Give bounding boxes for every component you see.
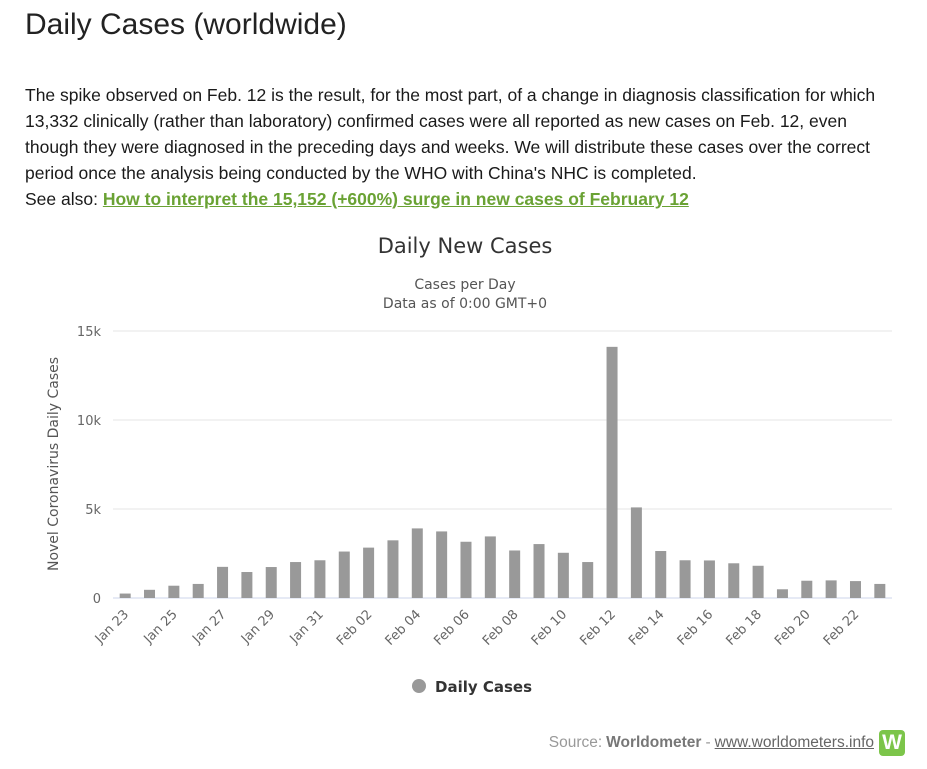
source-label: Source: bbox=[548, 734, 603, 751]
x-tick-label: Jan 29 bbox=[238, 607, 278, 647]
bar[interactable] bbox=[387, 540, 399, 598]
bar[interactable] bbox=[533, 544, 545, 598]
see-also-line: See also: How to interpret the 15,152 (+… bbox=[25, 186, 900, 212]
x-tick-label: Feb 20 bbox=[772, 607, 814, 649]
bar[interactable] bbox=[411, 528, 423, 598]
source-attribution: Source: Worldometer - www.worldometers.i… bbox=[549, 730, 905, 756]
bar[interactable] bbox=[314, 560, 326, 598]
bar[interactable] bbox=[460, 541, 472, 598]
surge-article-link[interactable]: How to interpret the 15,152 (+600%) surg… bbox=[102, 189, 689, 209]
x-tick-label: Jan 31 bbox=[287, 607, 327, 647]
x-tick-label: Jan 23 bbox=[92, 607, 132, 647]
chart-legend[interactable]: Daily Cases bbox=[412, 678, 532, 696]
x-tick-label: Feb 22 bbox=[821, 607, 863, 649]
bar[interactable] bbox=[582, 562, 594, 598]
x-tick-label: Feb 16 bbox=[675, 607, 717, 649]
legend-item-daily-cases[interactable]: Daily Cases bbox=[435, 678, 532, 696]
source-url-link[interactable]: www.worldometers.info bbox=[714, 734, 874, 751]
bar[interactable] bbox=[630, 507, 642, 598]
y-tick-label: 15k bbox=[77, 325, 102, 340]
bar[interactable] bbox=[849, 581, 861, 598]
y-tick-label: 5k bbox=[85, 503, 101, 518]
bar[interactable] bbox=[119, 593, 131, 598]
bar[interactable] bbox=[679, 560, 691, 598]
bar[interactable] bbox=[144, 589, 156, 598]
x-tick-label: Jan 25 bbox=[141, 607, 181, 647]
bar[interactable] bbox=[168, 585, 180, 598]
bar[interactable] bbox=[363, 547, 375, 598]
source-separator: - bbox=[705, 734, 711, 751]
bar-series-daily-cases bbox=[119, 346, 886, 598]
x-tick-label: Feb 02 bbox=[334, 607, 376, 649]
bar[interactable] bbox=[509, 550, 521, 598]
spike-note: The spike observed on Feb. 12 is the res… bbox=[25, 82, 900, 212]
x-tick-label: Feb 12 bbox=[577, 607, 619, 649]
y-tick-label: 0 bbox=[93, 592, 101, 607]
bar[interactable] bbox=[436, 531, 448, 598]
bar[interactable] bbox=[752, 565, 764, 598]
spike-note-text: The spike observed on Feb. 12 is the res… bbox=[25, 85, 876, 183]
chart-title: Daily New Cases bbox=[378, 234, 553, 258]
bar[interactable] bbox=[192, 583, 204, 598]
x-tick-label: Feb 04 bbox=[383, 607, 425, 649]
bar[interactable] bbox=[776, 589, 788, 598]
y-axis-title: Novel Coronavirus Daily Cases bbox=[46, 357, 62, 571]
bar[interactable] bbox=[290, 562, 302, 598]
bar[interactable] bbox=[703, 560, 715, 598]
bar[interactable] bbox=[241, 572, 253, 598]
bar[interactable] bbox=[217, 566, 229, 598]
worldometer-logo-icon[interactable]: W bbox=[879, 730, 905, 756]
legend-marker bbox=[412, 679, 426, 693]
bar[interactable] bbox=[338, 551, 350, 598]
bar[interactable] bbox=[265, 567, 277, 598]
bar[interactable] bbox=[606, 346, 618, 598]
chart-subtitle-line-2: Data as of 0:00 GMT+0 bbox=[383, 296, 547, 312]
chart-subtitle-line-1: Cases per Day bbox=[414, 277, 515, 293]
source-name: Worldometer bbox=[606, 734, 702, 751]
grid-lines bbox=[113, 330, 892, 599]
x-tick-label: Feb 06 bbox=[431, 607, 473, 649]
x-tick-label: Jan 27 bbox=[189, 607, 229, 647]
daily-new-cases-chart: Daily New Cases Cases per Day Data as of… bbox=[46, 234, 892, 696]
y-tick-label: 10k bbox=[77, 414, 102, 429]
see-also-label: See also: bbox=[25, 189, 98, 209]
x-tick-label: Feb 18 bbox=[723, 607, 765, 649]
bar[interactable] bbox=[874, 583, 886, 598]
bar[interactable] bbox=[655, 551, 667, 598]
bar[interactable] bbox=[801, 580, 813, 598]
bar[interactable] bbox=[728, 563, 740, 598]
bar[interactable] bbox=[484, 536, 496, 598]
x-tick-label: Feb 08 bbox=[480, 607, 522, 649]
page-title: Daily Cases (worldwide) bbox=[25, 8, 347, 41]
bar[interactable] bbox=[825, 580, 837, 598]
x-tick-label: Feb 10 bbox=[529, 607, 571, 649]
bar[interactable] bbox=[557, 552, 569, 598]
x-tick-label: Feb 14 bbox=[626, 607, 668, 649]
